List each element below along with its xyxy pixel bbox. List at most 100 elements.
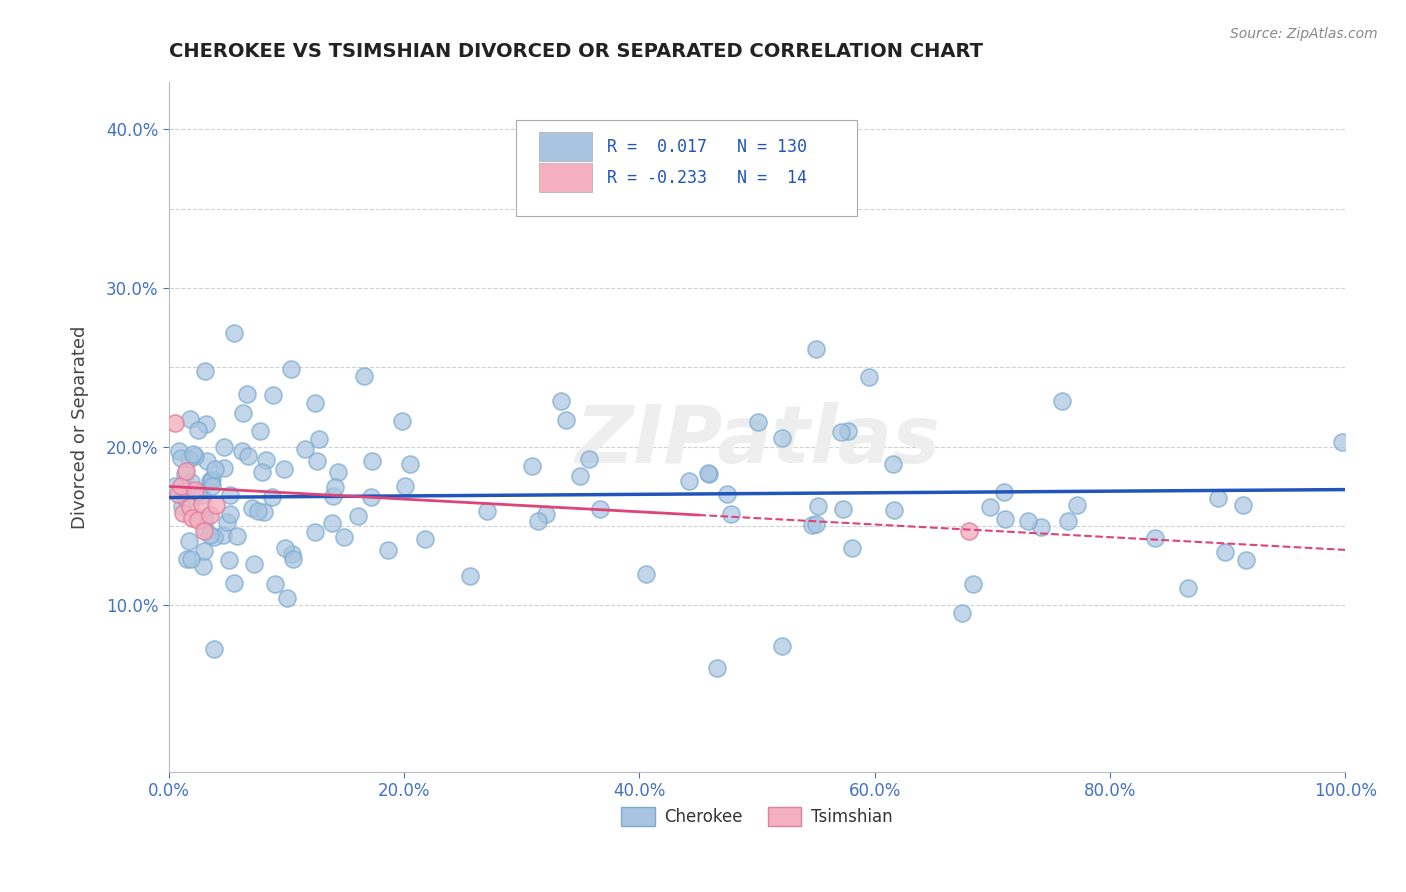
Point [957, 524, 980, 538]
Point [280, 362, 302, 376]
Point [391, 414, 413, 428]
Text: Source: ZipAtlas.com: Source: ZipAtlas.com [1230, 27, 1378, 41]
Point [377, 542, 399, 557]
Point [176, 464, 198, 478]
Point [304, 395, 326, 409]
Point [1330, 435, 1353, 450]
Point [361, 454, 384, 468]
Point [194, 511, 217, 525]
Point [212, 440, 235, 454]
Point [187, 424, 209, 438]
Point [262, 387, 284, 401]
Point [169, 479, 191, 493]
Point [328, 466, 350, 480]
Point [394, 478, 416, 492]
Point [205, 499, 228, 513]
Point [678, 474, 700, 488]
Point [294, 442, 316, 457]
Point [179, 412, 201, 426]
Point [187, 513, 209, 527]
Point [191, 497, 214, 511]
Point [1177, 581, 1199, 595]
Point [747, 415, 769, 429]
Point [194, 363, 217, 377]
Point [222, 326, 245, 341]
Point [706, 661, 728, 675]
Point [950, 607, 973, 621]
Point [837, 424, 859, 438]
Point [232, 406, 254, 420]
Point [190, 487, 212, 501]
Point [830, 425, 852, 439]
Point [254, 453, 277, 467]
Y-axis label: Divorced or Separated: Divorced or Separated [72, 326, 89, 529]
Point [1143, 531, 1166, 545]
Point [323, 480, 346, 494]
Point [184, 450, 207, 464]
Point [212, 528, 235, 542]
Point [1017, 514, 1039, 528]
Point [243, 557, 266, 571]
Point [993, 484, 1015, 499]
Point [841, 541, 863, 556]
Point [202, 642, 225, 657]
Point [264, 577, 287, 591]
Point [994, 512, 1017, 526]
Point [1234, 553, 1257, 567]
Point [1213, 545, 1236, 559]
Point [1029, 520, 1052, 534]
Point [174, 467, 197, 482]
Point [240, 501, 263, 516]
Point [165, 479, 187, 493]
Point [195, 454, 218, 468]
Point [276, 591, 298, 605]
Point [308, 433, 330, 447]
Point [636, 566, 658, 581]
Point [360, 490, 382, 504]
Point [1056, 514, 1078, 528]
Point [806, 342, 828, 356]
Point [198, 508, 221, 522]
Point [262, 490, 284, 504]
Point [526, 514, 548, 528]
Point [170, 451, 193, 466]
Point [253, 505, 276, 519]
Point [172, 507, 194, 521]
Point [281, 547, 304, 561]
Point [353, 368, 375, 383]
Point [720, 507, 742, 521]
Point [202, 530, 225, 544]
Point [177, 534, 200, 549]
Point [1066, 498, 1088, 512]
Point [858, 370, 880, 384]
Point [194, 522, 217, 536]
Point [179, 452, 201, 467]
Point [770, 431, 793, 445]
Point [520, 458, 543, 473]
Point [249, 424, 271, 438]
Point [180, 551, 202, 566]
Point [200, 478, 222, 492]
Point [179, 500, 201, 514]
Point [832, 501, 855, 516]
Point [236, 449, 259, 463]
Point [181, 447, 204, 461]
Point [962, 576, 984, 591]
Text: R = -0.233   N =  14: R = -0.233 N = 14 [606, 169, 807, 186]
Point [347, 508, 370, 523]
Text: CHEROKEE VS TSIMSHIAN DIVORCED OR SEPARATED CORRELATION CHART: CHEROKEE VS TSIMSHIAN DIVORCED OR SEPARA… [169, 42, 983, 61]
Point [231, 444, 253, 458]
Point [807, 499, 830, 513]
Point [180, 475, 202, 489]
Point [170, 500, 193, 514]
Point [204, 462, 226, 476]
Point [163, 416, 186, 430]
Point [218, 507, 240, 521]
Text: R =  0.017   N = 130: R = 0.017 N = 130 [606, 137, 807, 155]
Point [193, 543, 215, 558]
Point [304, 524, 326, 539]
Point [699, 467, 721, 481]
Point [198, 527, 221, 541]
Point [183, 483, 205, 497]
Point [568, 469, 591, 483]
